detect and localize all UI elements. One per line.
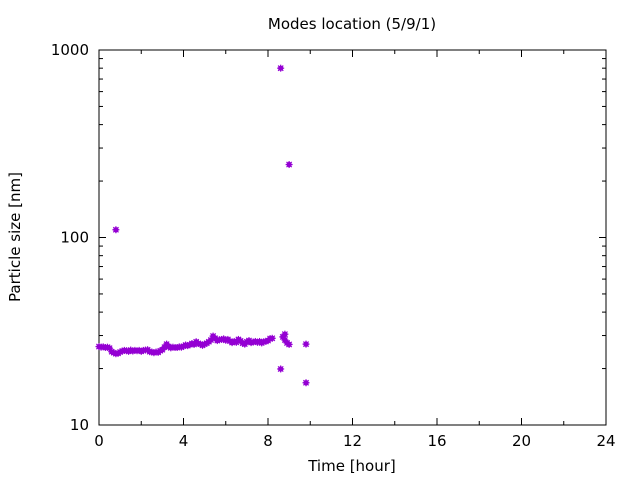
data-points: [95, 64, 310, 387]
data-point: [277, 365, 285, 373]
data-point: [106, 344, 114, 352]
x-tick-label: 8: [263, 432, 273, 450]
axes: 0 4 8 12 16 20 24 10 100 1000: [51, 41, 616, 450]
data-point: [285, 161, 293, 169]
data-point: [285, 340, 293, 348]
x-tick-label: 20: [512, 432, 531, 450]
chart-title: Modes location (5/9/1): [268, 15, 436, 33]
y-axis-label: Particle size [nm]: [6, 172, 24, 302]
y-tick-label: 100: [60, 229, 89, 247]
data-point: [302, 379, 310, 387]
x-tick-label: 24: [596, 432, 615, 450]
data-point: [112, 226, 120, 234]
x-tick-label: 0: [94, 432, 104, 450]
data-point: [302, 340, 310, 348]
data-point: [268, 334, 276, 342]
y-tick-label: 1000: [51, 41, 89, 59]
plot-frame: [98, 49, 607, 426]
data-point: [281, 330, 289, 338]
x-tick-label: 4: [179, 432, 189, 450]
data-point: [277, 64, 285, 72]
x-tick-label: 12: [343, 432, 362, 450]
y-tick-label: 10: [70, 416, 89, 434]
x-tick-label: 16: [427, 432, 446, 450]
x-axis-label: Time [hour]: [307, 457, 396, 475]
